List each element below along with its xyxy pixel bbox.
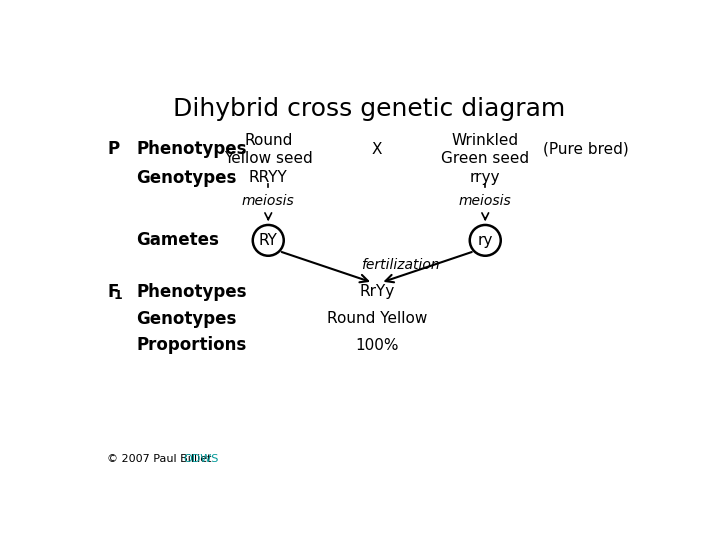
Text: ry: ry	[477, 233, 493, 248]
Text: Genotypes: Genotypes	[137, 169, 237, 187]
Text: Dihybrid cross genetic diagram: Dihybrid cross genetic diagram	[173, 97, 565, 121]
Text: Proportions: Proportions	[137, 336, 247, 354]
Text: fertilization: fertilization	[361, 258, 439, 272]
Text: meiosis: meiosis	[242, 194, 294, 208]
Text: RrYy: RrYy	[359, 285, 395, 300]
Text: 100%: 100%	[355, 338, 398, 353]
Text: RY: RY	[258, 233, 278, 248]
Text: © 2007 Paul Billiet: © 2007 Paul Billiet	[107, 454, 215, 464]
Text: rryy: rryy	[470, 171, 500, 186]
Text: 1: 1	[113, 289, 122, 302]
Text: Round
Yellow seed: Round Yellow seed	[224, 133, 312, 166]
Text: Gametes: Gametes	[137, 231, 220, 249]
Text: Phenotypes: Phenotypes	[137, 283, 247, 301]
Text: Genotypes: Genotypes	[137, 310, 237, 328]
Text: Wrinkled
Green seed: Wrinkled Green seed	[441, 133, 529, 166]
Text: X: X	[372, 142, 382, 157]
Text: ODWS: ODWS	[183, 454, 218, 464]
Text: F: F	[107, 283, 118, 301]
Text: (Pure bred): (Pure bred)	[543, 142, 629, 157]
Text: Phenotypes: Phenotypes	[137, 140, 247, 159]
Text: meiosis: meiosis	[459, 194, 512, 208]
Text: Round Yellow: Round Yellow	[327, 312, 427, 326]
Text: P: P	[107, 140, 120, 159]
Text: RRYY: RRYY	[249, 171, 287, 186]
